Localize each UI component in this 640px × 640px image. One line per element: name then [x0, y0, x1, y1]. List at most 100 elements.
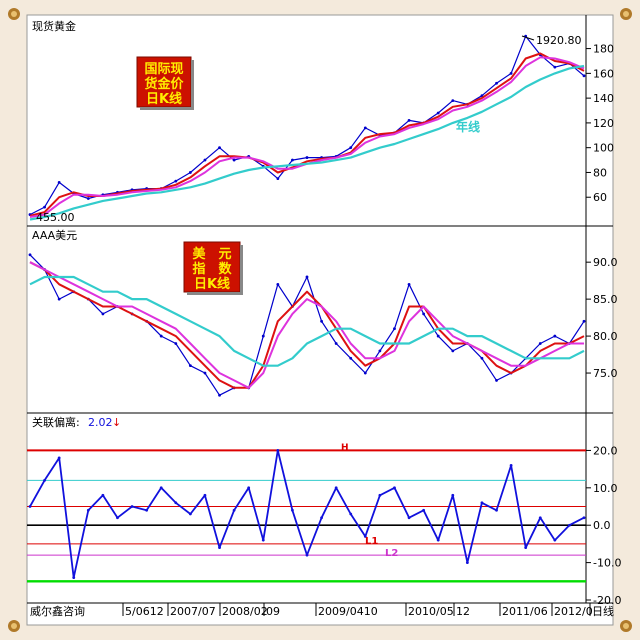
gold-ytick-label: 120 — [593, 117, 614, 130]
corner-ornament-tr — [620, 8, 632, 20]
gold-point — [203, 158, 207, 162]
gold-year-ma-label: 年线 — [456, 119, 480, 134]
usd-point — [188, 364, 192, 368]
usd-point — [57, 297, 61, 301]
corr-point — [261, 538, 265, 542]
corr-point — [553, 538, 557, 542]
usd-point — [480, 356, 484, 360]
usd-point — [159, 334, 163, 338]
corr-point — [116, 516, 119, 520]
corr-point — [568, 523, 571, 527]
corr-point — [203, 493, 207, 497]
usd-point — [276, 282, 280, 286]
usd-point — [261, 334, 265, 338]
usd-point — [407, 282, 411, 286]
usd-point — [538, 342, 542, 345]
corr-ytick-label: 10.0 — [593, 482, 618, 495]
gold-ytick-label: 180 — [593, 43, 614, 56]
correlation-panel-title: 关联偏离: — [32, 415, 80, 429]
corr-point — [320, 516, 323, 520]
usd-series-ma-mid — [29, 261, 584, 389]
corr-label-L1: L1 — [365, 536, 378, 547]
correlation-value: 2.02 — [88, 416, 113, 429]
corr-point — [407, 516, 411, 520]
corr-point — [422, 508, 426, 512]
corr-point — [174, 501, 178, 505]
gold-point — [174, 179, 178, 183]
date-tick-label: 12 — [456, 605, 470, 618]
usd-badge-line-2: 指 数 — [192, 261, 232, 277]
corr-point — [305, 553, 309, 557]
corr-point — [465, 561, 469, 565]
usd-point — [378, 349, 382, 353]
date-tick-label: 2008/02 — [222, 605, 268, 618]
corr-point — [43, 478, 46, 482]
corr-point — [349, 512, 353, 516]
gold-point — [480, 94, 484, 98]
usd-point — [320, 319, 323, 323]
usd-point — [451, 349, 455, 353]
corr-point — [363, 535, 367, 538]
corr-ytick-label: -10.0 — [593, 557, 621, 570]
date-tick-label: 2011/06 — [502, 605, 548, 618]
usd-point — [203, 371, 207, 375]
gold-panel: 60 80 100 120 140 160 180 — [28, 34, 614, 221]
gold-panel-title: 现货黄金 — [32, 19, 76, 33]
corr-point — [480, 501, 484, 505]
corr-point — [86, 508, 90, 512]
gold-badge: 国际现 货金价 日K线 — [136, 56, 194, 110]
usd-point — [349, 356, 353, 360]
corr-point — [291, 508, 294, 512]
gold-badge-line-2: 货金价 — [144, 76, 184, 92]
corr-ytick-label: 20.0 — [593, 444, 618, 457]
date-tick-label: 2009/0410 — [318, 605, 378, 618]
gold-badge-line-1: 国际现 — [144, 62, 183, 77]
corr-label-L2: L2 — [385, 548, 398, 559]
gold-point — [305, 156, 309, 159]
usd-point — [363, 371, 367, 375]
gold-point — [553, 65, 557, 69]
gold-ytick-label: 80 — [593, 166, 607, 179]
footer-brand: 威尔鑫咨询 — [30, 604, 85, 618]
gold-peak-pointer — [521, 35, 535, 41]
usd-point — [305, 275, 309, 279]
corr-point — [130, 505, 134, 508]
correlation-panel: -20.0 -10.0 0.0 10.0 20.0 — [27, 444, 621, 607]
date-tick-label: 日线 — [592, 604, 614, 618]
corner-ornament-br — [620, 620, 632, 632]
usd-ytick-label: 75.0 — [593, 367, 618, 380]
gold-series-ma-short — [29, 52, 585, 217]
gold-ytick-label: 140 — [593, 92, 614, 105]
corr-point — [57, 456, 61, 460]
gold-point — [436, 111, 440, 115]
usd-point — [422, 312, 426, 316]
gold-point — [43, 205, 46, 209]
gold-point — [86, 197, 90, 200]
gold-point — [188, 171, 192, 174]
usd-point — [28, 253, 32, 257]
gold-point — [232, 158, 236, 162]
corr-point — [538, 516, 542, 520]
corr-point — [451, 493, 455, 497]
gold-point — [451, 99, 455, 103]
gold-point — [509, 71, 513, 75]
usd-point — [582, 319, 586, 323]
corner-ornament-bl — [8, 620, 20, 632]
usd-point — [218, 393, 221, 397]
date-tick-label: 2007/07 — [170, 605, 216, 618]
gold-point — [218, 146, 221, 150]
corr-point — [145, 508, 149, 512]
corr-point — [276, 449, 280, 452]
gold-point — [582, 74, 586, 78]
corr-point — [101, 493, 105, 497]
usd-point — [334, 342, 338, 345]
date-tick-label: 5/0612 — [125, 605, 164, 618]
gold-point — [349, 146, 353, 150]
gold-point — [57, 180, 61, 184]
corr-point — [582, 516, 586, 520]
gold-badge-line-3: 日K线 — [146, 91, 182, 107]
usd-ytick-label: 80.0 — [593, 330, 618, 343]
usd-badge-line-1: 美 元 — [192, 246, 231, 262]
